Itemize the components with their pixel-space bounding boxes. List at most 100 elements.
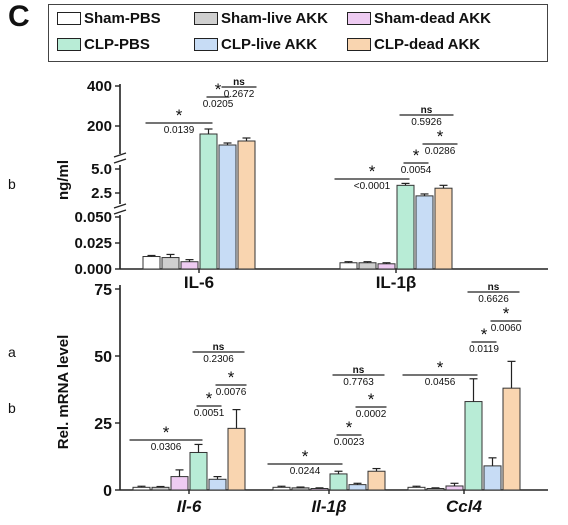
bar	[348, 484, 367, 491]
significance-star: *	[368, 390, 375, 409]
y-tick-label: 0.025	[74, 235, 112, 252]
axis-break	[113, 203, 127, 209]
legend-item: Sham-PBS	[57, 10, 161, 27]
significance-star: *	[481, 325, 488, 344]
bar	[142, 256, 161, 270]
bar	[329, 473, 348, 491]
bar	[367, 470, 386, 491]
bar	[291, 487, 310, 491]
p-value-label: 0.2672	[224, 89, 255, 100]
y-tick-label: 2.5	[91, 185, 112, 202]
p-value-label: 0.0286	[425, 146, 456, 157]
bar	[132, 486, 151, 491]
bar	[358, 262, 377, 270]
bar	[407, 486, 426, 491]
legend-swatch	[194, 12, 218, 25]
p-value-label: 0.0119	[469, 344, 499, 355]
y-tick-label: 50	[94, 349, 112, 366]
significance-star: *	[215, 80, 222, 99]
bar	[426, 488, 445, 491]
legend-swatch	[57, 38, 81, 51]
significance-star: *	[302, 447, 309, 466]
side-label-3: b	[8, 400, 16, 416]
p-value-label: 0.0002	[356, 409, 387, 420]
axis-break	[113, 152, 127, 158]
y-tick-label: 75	[94, 282, 112, 299]
x-category-label: IL-1β	[376, 273, 417, 292]
p-value-label: 0.0456	[425, 377, 456, 388]
significance-star: *	[437, 127, 444, 146]
p-value-label: 0.0139	[164, 125, 195, 136]
significance-star: *	[228, 368, 235, 387]
bar	[415, 195, 434, 270]
p-value-label: 0.2306	[203, 354, 234, 365]
y-tick-label: 200	[87, 118, 112, 135]
side-label-2: a	[8, 344, 16, 360]
bar	[502, 387, 521, 491]
p-value-label: 0.0060	[491, 323, 522, 334]
y-tick-label: 0.050	[74, 209, 112, 226]
significance-star: *	[437, 358, 444, 377]
x-category-label: Ccl4	[446, 497, 482, 516]
bar	[310, 488, 329, 491]
bar	[434, 187, 453, 270]
y-tick-label: 400	[87, 78, 112, 95]
x-category-label: Il-6	[177, 497, 202, 516]
significance-star: *	[503, 304, 510, 323]
ns-label: ns	[213, 342, 225, 353]
legend-item: Sham-dead AKK	[347, 10, 491, 27]
x-category-label: Il-1β	[311, 497, 346, 516]
legend-label: Sham-dead AKK	[374, 10, 491, 27]
legend-swatch	[57, 12, 81, 25]
bar	[161, 257, 180, 270]
legend-label: CLP-live AKK	[221, 36, 318, 53]
bar	[445, 485, 464, 491]
legend-item: CLP-dead AKK	[347, 36, 480, 53]
panel-letter: C	[8, 0, 30, 33]
ns-label: ns	[488, 282, 500, 293]
bar	[151, 486, 170, 491]
y-axis-label: Rel. mRNA level	[55, 335, 72, 450]
legend-swatch	[347, 12, 371, 25]
bar	[180, 261, 199, 270]
y-tick-label: 0	[103, 483, 112, 500]
p-value-label: <0.0001	[354, 181, 391, 192]
x-category-label: IL-6	[184, 273, 214, 292]
y-tick-label: 25	[94, 416, 112, 433]
ns-label: ns	[421, 105, 433, 116]
p-value-label: 0.0051	[194, 408, 225, 419]
legend: Sham-PBS Sham-live AKK Sham-dead AKK CLP-PB…	[48, 4, 548, 62]
ns-label: ns	[353, 365, 365, 376]
bar	[227, 427, 246, 491]
legend-label: CLP-PBS	[84, 36, 150, 53]
bar	[339, 262, 358, 270]
legend-label: Sham-PBS	[84, 10, 161, 27]
y-tick-label: 0.000	[74, 261, 112, 278]
bar	[272, 486, 291, 491]
bar	[170, 476, 189, 491]
bar	[483, 465, 502, 491]
p-value-label: 0.5926	[411, 117, 442, 128]
bar	[199, 133, 218, 270]
legend-swatch	[194, 38, 218, 51]
significance-star: *	[163, 423, 170, 442]
ns-label: ns	[233, 77, 245, 88]
p-value-label: 0.0244	[290, 466, 321, 477]
bar	[377, 263, 396, 270]
legend-swatch	[347, 38, 371, 51]
p-value-label: 0.0054	[401, 165, 432, 176]
bar	[189, 451, 208, 491]
p-value-label: 0.7763	[343, 377, 374, 388]
legend-item: CLP-PBS	[57, 36, 150, 53]
y-axis-label: ng/ml	[55, 160, 72, 200]
p-value-label: 0.6626	[478, 294, 509, 305]
side-label-1: b	[8, 176, 16, 192]
p-value-label: 0.0023	[334, 437, 365, 448]
p-value-label: 0.0205	[203, 99, 234, 110]
legend-label: Sham-live AKK	[221, 10, 328, 27]
significance-star: *	[346, 418, 353, 437]
bar	[218, 144, 237, 270]
p-value-label: 0.0076	[216, 387, 247, 398]
legend-item: CLP-live AKK	[194, 36, 317, 53]
